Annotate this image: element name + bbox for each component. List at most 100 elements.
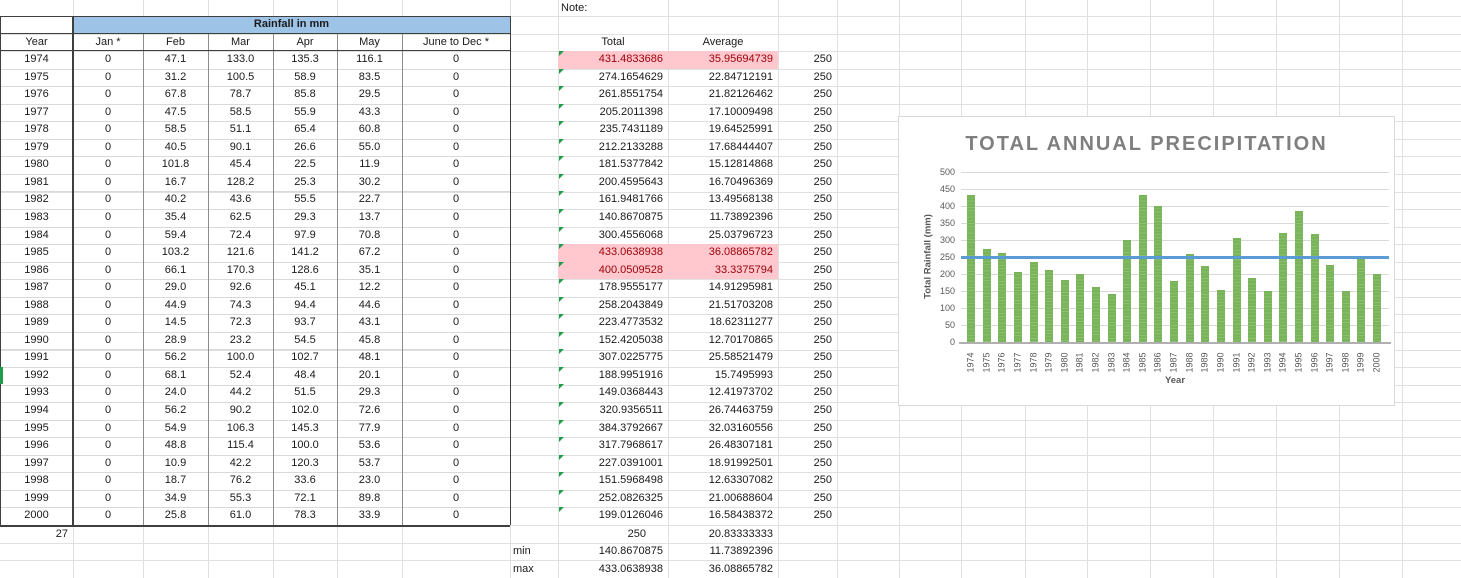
year-cell[interactable]: 1989 — [24, 316, 49, 329]
month-value-cell[interactable]: 0 — [452, 158, 460, 171]
month-value-cell[interactable]: 48.1 — [358, 351, 381, 364]
target-cell[interactable]: 250 — [813, 281, 832, 294]
month-value-cell[interactable]: 0 — [104, 140, 112, 153]
total-cell[interactable]: 140.8670875 — [558, 208, 668, 227]
month-value-cell[interactable]: 121.6 — [226, 246, 255, 259]
min-total-cell[interactable]: 140.8670875 — [598, 545, 663, 558]
target-cell[interactable]: 250 — [813, 421, 832, 434]
month-value-cell[interactable]: 120.3 — [291, 456, 319, 469]
target-cell[interactable]: 250 — [813, 386, 832, 399]
month-value-cell[interactable]: 45.8 — [358, 333, 381, 346]
target-cell[interactable]: 250 — [813, 193, 832, 206]
month-value-cell[interactable]: 48.8 — [164, 439, 187, 452]
average-cell[interactable]: 21.00688604 — [708, 491, 773, 504]
month-value-cell[interactable]: 40.2 — [164, 193, 187, 206]
month-value-cell[interactable]: 135.3 — [291, 53, 319, 65]
month-value-cell[interactable]: 0 — [104, 175, 112, 188]
month-value-cell[interactable]: 25.8 — [164, 509, 187, 522]
bar-1987[interactable] — [1170, 281, 1178, 342]
year-cell[interactable]: 1988 — [24, 298, 49, 311]
month-value-cell[interactable]: 76.2 — [229, 474, 252, 487]
target-cell[interactable]: 250 — [813, 70, 832, 83]
target-cell[interactable]: 250 — [813, 491, 832, 504]
year-cell[interactable]: 1997 — [24, 456, 49, 469]
total-cell[interactable]: 161.9481766 — [558, 191, 668, 209]
month-value-cell[interactable]: 55.9 — [294, 105, 316, 118]
average-cell[interactable]: 36.08865782 — [668, 244, 778, 262]
target-cell[interactable]: 250 — [813, 333, 832, 346]
year-cell[interactable]: 1978 — [24, 123, 49, 136]
month-value-cell[interactable]: 0 — [452, 509, 460, 522]
month-value-cell[interactable]: 40.5 — [164, 140, 187, 153]
month-value-cell[interactable]: 101.8 — [161, 158, 190, 171]
bar-1988[interactable] — [1185, 254, 1194, 342]
total-cell[interactable]: 200.4595643 — [558, 173, 668, 192]
total-cell[interactable]: 252.0826325 — [558, 489, 668, 508]
month-value-cell[interactable]: 53.6 — [358, 439, 381, 452]
month-value-cell[interactable]: 0 — [104, 509, 112, 522]
bar-1983[interactable] — [1107, 294, 1116, 342]
month-value-cell[interactable]: 0 — [452, 298, 460, 311]
chart-title[interactable]: TOTAL ANNUAL PRECIPITATION — [965, 133, 1328, 155]
month-value-cell[interactable]: 51.1 — [229, 123, 252, 136]
column-header-junetodec[interactable]: June to Dec * — [422, 35, 490, 48]
month-value-cell[interactable]: 0 — [104, 316, 112, 329]
month-value-cell[interactable]: 11.9 — [359, 158, 380, 171]
min-label[interactable]: min — [513, 545, 531, 558]
bar-1978[interactable] — [1029, 261, 1038, 342]
year-cell[interactable]: 1999 — [24, 491, 49, 504]
year-cell[interactable]: 1974 — [24, 53, 49, 65]
note-cell[interactable]: Note: — [561, 2, 588, 14]
total-cell[interactable]: 400.0509528 — [558, 261, 668, 280]
month-value-cell[interactable]: 0 — [104, 351, 112, 364]
bar-1974[interactable] — [967, 195, 975, 342]
summary-average-cell[interactable]: 20.83333333 — [708, 527, 773, 540]
column-header-jan[interactable]: Jan * — [95, 35, 121, 48]
target-cell[interactable]: 250 — [813, 228, 832, 241]
average-cell[interactable]: 35.95694739 — [668, 51, 778, 69]
month-value-cell[interactable]: 0 — [104, 228, 112, 241]
month-value-cell[interactable]: 0 — [452, 316, 460, 329]
average-cell[interactable]: 12.63307082 — [708, 474, 773, 487]
year-cell[interactable]: 1991 — [24, 351, 49, 364]
month-value-cell[interactable]: 94.4 — [294, 298, 316, 311]
month-value-cell[interactable]: 43.6 — [229, 193, 252, 206]
target-cell[interactable]: 250 — [813, 88, 832, 101]
month-value-cell[interactable]: 0 — [104, 386, 112, 399]
bar-1994[interactable] — [1279, 232, 1288, 342]
month-value-cell[interactable]: 0 — [452, 368, 460, 381]
total-cell[interactable]: 199.0126046 — [558, 507, 668, 525]
bar-1979[interactable] — [1045, 269, 1054, 342]
month-value-cell[interactable]: 58.5 — [229, 105, 252, 118]
target-cell[interactable]: 250 — [813, 368, 832, 381]
average-cell[interactable]: 16.58438372 — [708, 509, 773, 522]
month-value-cell[interactable]: 0 — [104, 368, 112, 381]
month-value-cell[interactable]: 128.2 — [226, 175, 255, 188]
month-value-cell[interactable]: 106.3 — [226, 421, 255, 434]
year-cell[interactable]: 1985 — [24, 246, 49, 259]
month-value-cell[interactable]: 100.0 — [291, 439, 319, 452]
bar-1990[interactable] — [1216, 290, 1225, 342]
month-value-cell[interactable]: 66.1 — [164, 263, 187, 276]
total-cell[interactable]: 181.5377842 — [558, 156, 668, 174]
target-cell[interactable]: 250 — [813, 509, 832, 522]
average-cell[interactable]: 18.62311277 — [709, 316, 773, 329]
month-value-cell[interactable]: 0 — [452, 439, 460, 452]
month-value-cell[interactable]: 133.0 — [226, 53, 255, 65]
corner-cell[interactable] — [0, 16, 73, 33]
month-value-cell[interactable]: 0 — [104, 456, 112, 469]
month-value-cell[interactable]: 0 — [104, 210, 112, 223]
target-cell[interactable]: 250 — [813, 140, 832, 153]
month-value-cell[interactable]: 65.4 — [294, 123, 316, 136]
month-value-cell[interactable]: 24.0 — [164, 386, 187, 399]
month-value-cell[interactable]: 85.8 — [294, 88, 316, 101]
total-cell[interactable]: 151.5968498 — [558, 472, 668, 490]
year-cell[interactable]: 1993 — [24, 386, 49, 399]
month-value-cell[interactable]: 0 — [104, 193, 112, 206]
month-value-cell[interactable]: 0 — [104, 70, 112, 83]
month-value-cell[interactable]: 29.5 — [358, 88, 381, 101]
month-value-cell[interactable]: 12.2 — [358, 281, 381, 294]
month-value-cell[interactable]: 0 — [452, 193, 460, 206]
month-value-cell[interactable]: 23.2 — [229, 333, 252, 346]
month-value-cell[interactable]: 55.3 — [229, 491, 252, 504]
